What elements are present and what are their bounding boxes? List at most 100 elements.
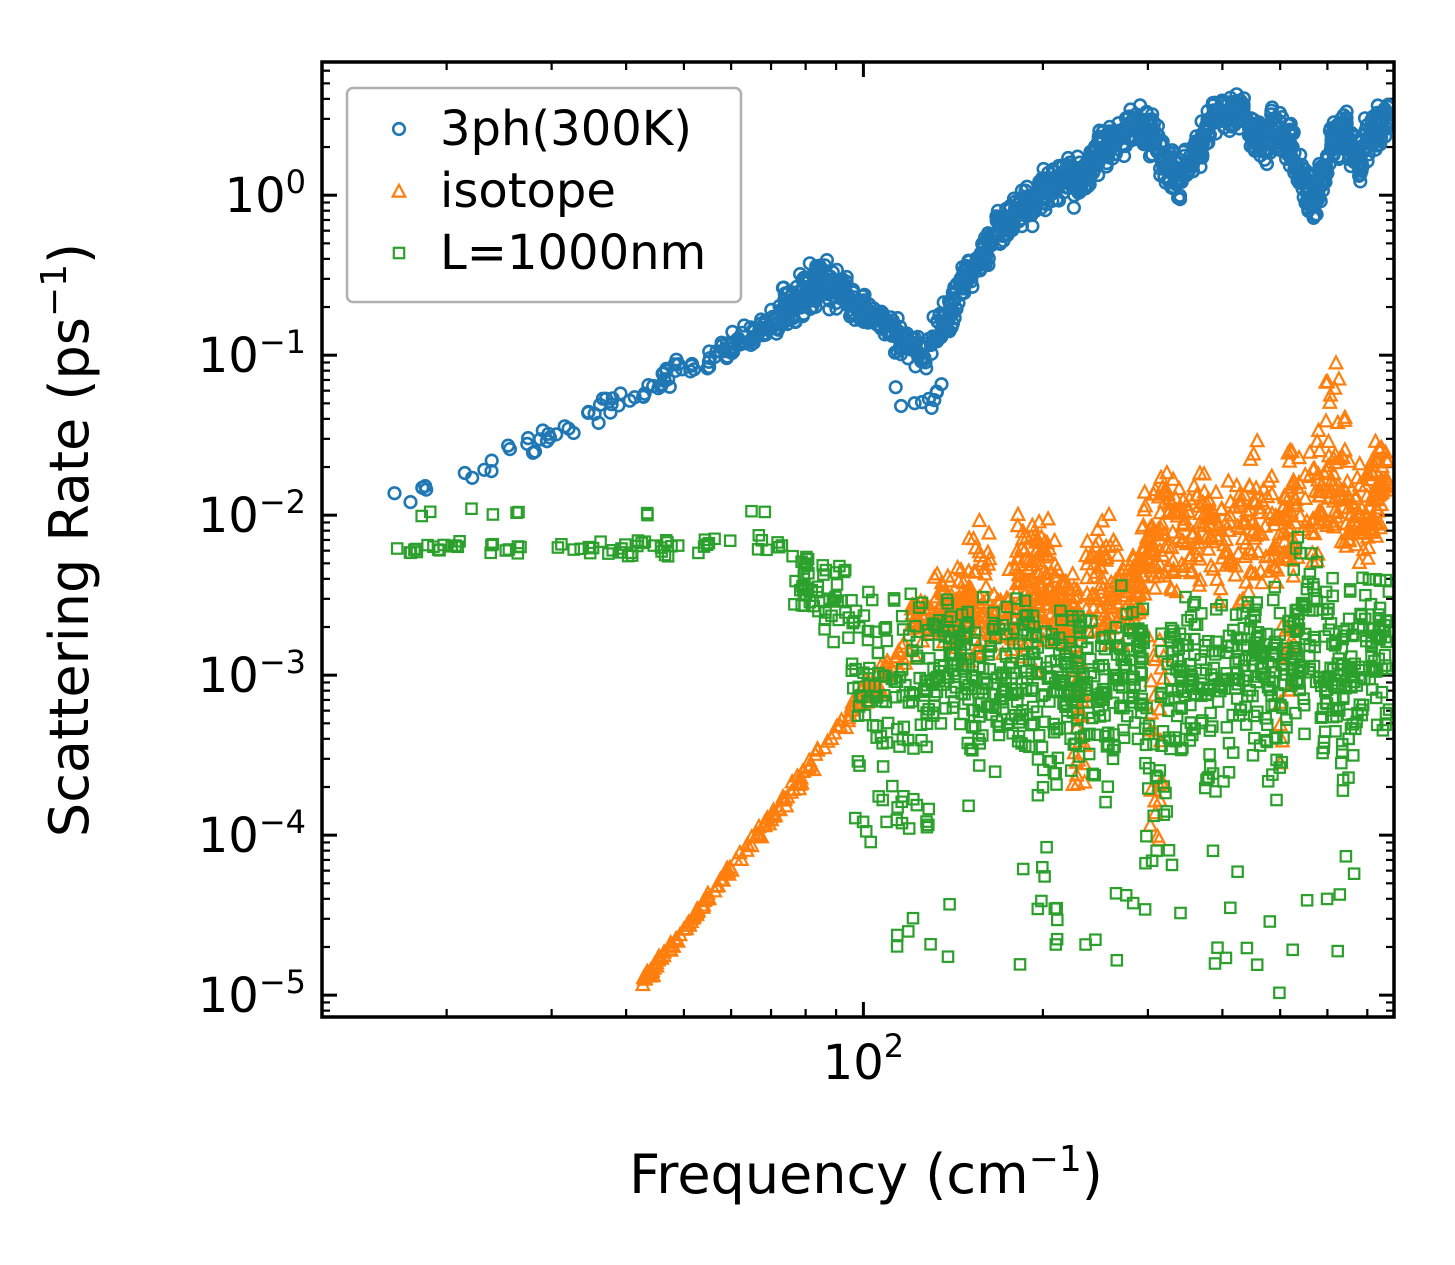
data-point — [1191, 571, 1209, 587]
series-3ph-300K — [387, 87, 1394, 510]
data-point — [1145, 854, 1159, 867]
data-point — [1265, 540, 1283, 557]
data-point — [1282, 503, 1300, 519]
data-point — [1356, 571, 1369, 585]
data-point — [742, 334, 758, 349]
data-point — [1114, 699, 1128, 712]
data-point — [1327, 445, 1344, 462]
data-point — [872, 790, 885, 803]
data-point — [1199, 136, 1214, 151]
data-point — [1047, 633, 1061, 647]
data-point — [1379, 452, 1394, 468]
data-point — [1031, 753, 1045, 766]
data-point — [1274, 109, 1290, 125]
data-point — [1046, 163, 1061, 178]
data-point — [764, 804, 781, 820]
data-point — [876, 760, 890, 773]
data-point — [1279, 547, 1296, 564]
data-point — [1018, 609, 1032, 623]
data-point — [863, 679, 876, 692]
data-point — [566, 425, 581, 441]
data-point — [989, 687, 1002, 701]
data-point — [1013, 708, 1027, 722]
data-point — [880, 634, 894, 648]
y-tick-label: 10−1 — [198, 323, 306, 384]
data-point — [1324, 138, 1339, 153]
data-point — [1382, 703, 1394, 716]
data-point — [1325, 464, 1342, 480]
data-point — [816, 278, 831, 294]
data-point — [1014, 529, 1032, 546]
data-point — [827, 635, 840, 649]
data-point — [1100, 505, 1118, 521]
data-point — [975, 729, 989, 742]
data-point — [1125, 557, 1143, 573]
data-point — [1114, 602, 1132, 619]
data-point — [1249, 431, 1266, 448]
data-point — [1070, 751, 1087, 767]
data-point — [1222, 629, 1236, 643]
data-point — [934, 717, 948, 730]
data-point — [624, 546, 638, 559]
data-point — [998, 609, 1015, 625]
data-point — [775, 539, 789, 552]
data-point — [943, 897, 956, 911]
data-point — [1096, 658, 1110, 672]
data-point — [751, 542, 765, 556]
data-point — [1213, 679, 1226, 693]
data-point — [887, 594, 901, 607]
data-point — [1098, 548, 1115, 565]
data-point — [1163, 734, 1177, 747]
data-point — [880, 815, 893, 829]
data-point — [1269, 561, 1286, 577]
data-point — [1369, 105, 1385, 120]
data-point — [992, 236, 1008, 251]
data-point — [1344, 650, 1358, 663]
data-point — [708, 532, 721, 546]
data-point — [1262, 655, 1275, 669]
data-point — [904, 334, 919, 350]
data-point — [1244, 111, 1259, 126]
data-point — [783, 783, 800, 799]
data-point — [1215, 535, 1233, 552]
data-point — [1264, 100, 1280, 115]
data-point — [1063, 635, 1076, 649]
data-point — [987, 606, 1000, 619]
data-point — [1061, 150, 1076, 166]
data-point — [926, 709, 940, 722]
data-point — [1338, 537, 1355, 553]
data-point — [1290, 677, 1304, 690]
data-point — [1199, 663, 1213, 677]
data-point — [881, 716, 895, 730]
data-point — [1221, 513, 1239, 529]
data-point — [1289, 641, 1303, 654]
data-point — [1255, 480, 1272, 496]
data-point — [1165, 470, 1182, 486]
data-point — [1149, 769, 1163, 783]
data-point — [551, 541, 565, 554]
data-point — [1083, 727, 1096, 741]
data-point — [1106, 752, 1120, 766]
data-point — [1256, 143, 1271, 158]
data-point — [1050, 901, 1063, 915]
data-point — [1315, 710, 1329, 724]
data-point — [1069, 645, 1083, 658]
data-point — [929, 385, 945, 400]
data-point — [1162, 149, 1177, 164]
data-point — [1210, 108, 1225, 123]
data-point — [972, 732, 985, 746]
data-point — [1316, 702, 1330, 716]
data-point — [1088, 768, 1101, 782]
data-point — [1336, 784, 1350, 797]
y-tick-label: 10−4 — [198, 803, 306, 864]
axis-tick-labels: 100 10−1 10−2 10−3 10−4 10−5 102 — [198, 163, 904, 1091]
data-point — [1306, 524, 1323, 541]
data-point — [1074, 679, 1088, 692]
data-point — [949, 558, 966, 575]
data-point — [1168, 501, 1185, 517]
data-point — [1109, 886, 1123, 900]
data-point — [1210, 530, 1227, 546]
data-point — [941, 596, 955, 610]
data-point — [1068, 766, 1085, 782]
data-point — [1282, 441, 1299, 457]
